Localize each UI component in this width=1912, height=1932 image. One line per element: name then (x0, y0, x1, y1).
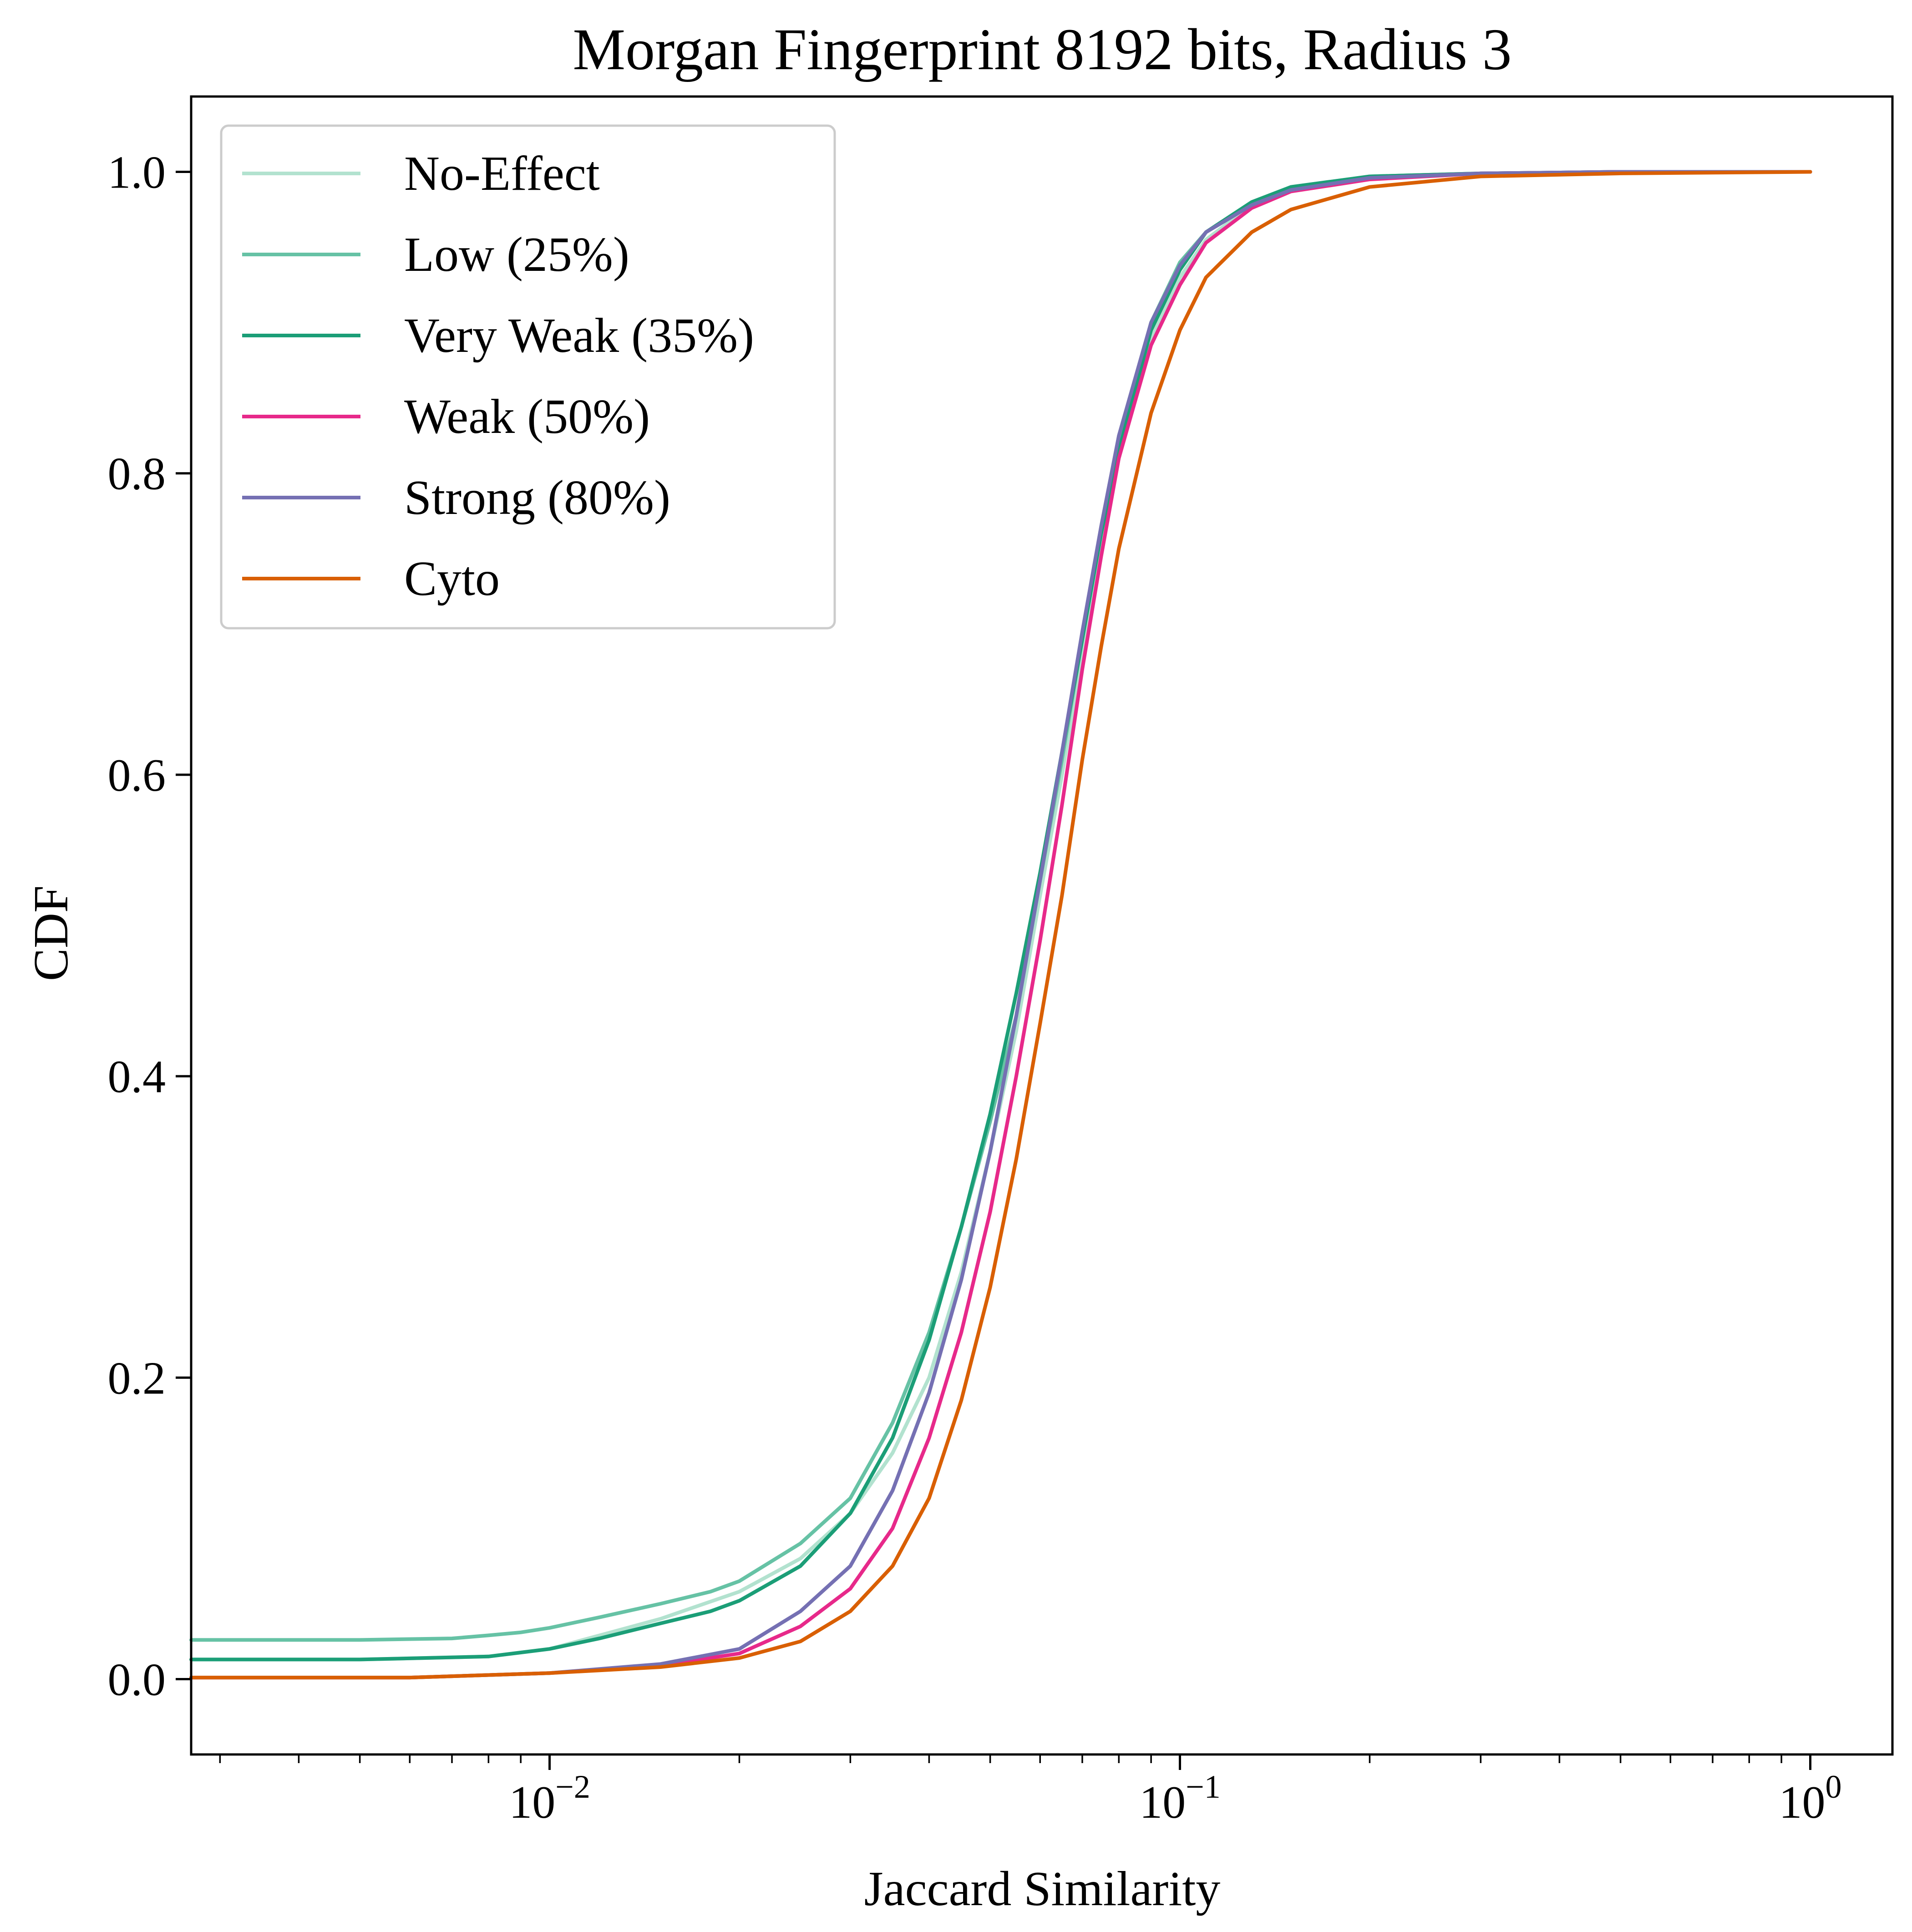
legend-label-2: Very Weak (35%) (404, 309, 754, 363)
plot-layer (189, 170, 1812, 1680)
x-axis-ticks: 10−2 10−1 100 (219, 1754, 1841, 1828)
legend-label-3: Weak (50%) (404, 390, 650, 444)
plot-border (190, 95, 1894, 1756)
y-tick-label: 0.2 (108, 1352, 166, 1404)
legend-label-5: Cyto (404, 552, 500, 606)
series-line-4 (189, 170, 1812, 1680)
legend-label-1: Low (25%) (404, 228, 629, 282)
y-axis-ticks: 0.0 0.2 0.4 0.6 0.8 1.0 (108, 147, 191, 1705)
legend-label-0: No-Effect (404, 147, 600, 201)
x-tick-label: 10−2 (509, 1769, 590, 1828)
series-line-2 (189, 170, 1812, 1662)
y-tick-label: 0.8 (108, 448, 166, 500)
legend-label-4: Strong (80%) (404, 471, 670, 525)
y-tick-label: 0.4 (108, 1051, 166, 1103)
x-tick-label: 100 (1779, 1769, 1841, 1828)
y-tick-label: 0.6 (108, 750, 166, 801)
legend: No-Effect Low (25%) Very Weak (35%) Weak (5… (220, 124, 836, 630)
legend-box (220, 124, 836, 630)
x-tick-label: 10−1 (1139, 1769, 1221, 1828)
chart-title: Morgan Fingerprint 8192 bits, Radius 3 (573, 17, 1511, 82)
axes-frame (190, 95, 1894, 1756)
x-axis-label: Jaccard Similarity (864, 1862, 1221, 1916)
y-tick-label: 1.0 (108, 147, 166, 198)
series-line-5 (189, 170, 1812, 1680)
y-axis-label: CDF (24, 885, 78, 981)
y-tick-label: 0.0 (108, 1654, 166, 1705)
